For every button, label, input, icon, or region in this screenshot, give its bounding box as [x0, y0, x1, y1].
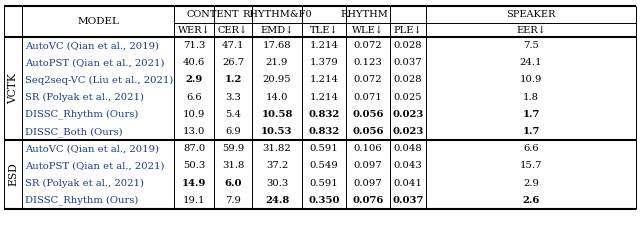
Text: 0.037: 0.037 — [392, 196, 424, 205]
Text: 31.82: 31.82 — [262, 144, 291, 153]
Text: RHYTHM&F0: RHYTHM&F0 — [242, 10, 312, 19]
Text: 0.832: 0.832 — [308, 110, 340, 119]
Text: 6.0: 6.0 — [224, 179, 242, 188]
Text: 0.023: 0.023 — [392, 127, 424, 136]
Text: 0.097: 0.097 — [354, 161, 382, 170]
Text: 3.3: 3.3 — [225, 93, 241, 102]
Text: PLE↓: PLE↓ — [394, 25, 422, 34]
Text: 24.8: 24.8 — [265, 196, 289, 205]
Text: SR (Polyak et al., 2021): SR (Polyak et al., 2021) — [25, 179, 144, 188]
Text: 0.106: 0.106 — [354, 144, 382, 153]
Text: 0.048: 0.048 — [394, 144, 422, 153]
Text: 0.028: 0.028 — [394, 41, 422, 50]
Text: RHYTHM: RHYTHM — [340, 10, 388, 19]
Text: 0.025: 0.025 — [394, 93, 422, 102]
Text: EMD↓: EMD↓ — [260, 25, 294, 34]
Text: WER↓: WER↓ — [178, 25, 211, 34]
Text: 31.8: 31.8 — [222, 161, 244, 170]
Text: 10.9: 10.9 — [183, 110, 205, 119]
Text: 0.076: 0.076 — [352, 196, 384, 205]
Text: 6.9: 6.9 — [225, 127, 241, 136]
Text: 1.8: 1.8 — [523, 93, 539, 102]
Text: 0.549: 0.549 — [310, 161, 339, 170]
Text: 1.2: 1.2 — [224, 76, 242, 85]
Text: DISSC_Both (Ours): DISSC_Both (Ours) — [25, 127, 123, 137]
Text: 7.5: 7.5 — [523, 41, 539, 50]
Text: 10.9: 10.9 — [520, 76, 542, 85]
Text: 0.037: 0.037 — [394, 58, 422, 67]
Text: 0.350: 0.350 — [308, 196, 340, 205]
Text: 0.097: 0.097 — [354, 179, 382, 188]
Text: 1.379: 1.379 — [310, 58, 339, 67]
Text: 2.9: 2.9 — [523, 179, 539, 188]
Text: 19.1: 19.1 — [183, 196, 205, 205]
Text: 0.043: 0.043 — [394, 161, 422, 170]
Text: 0.591: 0.591 — [310, 179, 339, 188]
Text: AutoVC (Qian et al., 2019): AutoVC (Qian et al., 2019) — [25, 144, 159, 153]
Text: 0.056: 0.056 — [352, 110, 384, 119]
Text: 13.0: 13.0 — [183, 127, 205, 136]
Text: 10.53: 10.53 — [261, 127, 292, 136]
Text: WLE↓: WLE↓ — [352, 25, 384, 34]
Text: 0.071: 0.071 — [354, 93, 382, 102]
Text: CER↓: CER↓ — [218, 25, 248, 34]
Text: EER↓: EER↓ — [516, 25, 546, 34]
Text: 14.9: 14.9 — [182, 179, 206, 188]
Text: 87.0: 87.0 — [183, 144, 205, 153]
Text: 0.832: 0.832 — [308, 127, 340, 136]
Text: 0.591: 0.591 — [310, 144, 339, 153]
Text: AutoPST (Qian et al., 2021): AutoPST (Qian et al., 2021) — [25, 58, 164, 67]
Text: 1.214: 1.214 — [310, 93, 339, 102]
Text: SR (Polyak et al., 2021): SR (Polyak et al., 2021) — [25, 93, 144, 102]
Text: 0.041: 0.041 — [394, 179, 422, 188]
Text: DISSC_Rhythm (Ours): DISSC_Rhythm (Ours) — [25, 195, 138, 205]
Text: SPEAKER: SPEAKER — [506, 10, 556, 19]
Text: 40.6: 40.6 — [183, 58, 205, 67]
Text: 30.3: 30.3 — [266, 179, 288, 188]
Text: 1.7: 1.7 — [522, 110, 540, 119]
Text: TLE↓: TLE↓ — [310, 25, 339, 34]
Text: ESD: ESD — [8, 163, 18, 186]
Text: MODEL: MODEL — [77, 17, 119, 26]
Text: 24.1: 24.1 — [520, 58, 542, 67]
Text: 17.68: 17.68 — [262, 41, 291, 50]
Text: 59.9: 59.9 — [222, 144, 244, 153]
Text: Seq2seq-VC (Liu et al., 2021): Seq2seq-VC (Liu et al., 2021) — [25, 76, 173, 85]
Text: 2.6: 2.6 — [522, 196, 540, 205]
Text: AutoVC (Qian et al., 2019): AutoVC (Qian et al., 2019) — [25, 41, 159, 50]
Text: 20.95: 20.95 — [262, 76, 291, 85]
Text: 26.7: 26.7 — [222, 58, 244, 67]
Text: 14.0: 14.0 — [266, 93, 288, 102]
Text: DISSC_Rhythm (Ours): DISSC_Rhythm (Ours) — [25, 109, 138, 119]
Text: 2.9: 2.9 — [186, 76, 203, 85]
Text: 15.7: 15.7 — [520, 161, 542, 170]
Text: 7.9: 7.9 — [225, 196, 241, 205]
Text: 10.58: 10.58 — [261, 110, 292, 119]
Text: 50.3: 50.3 — [183, 161, 205, 170]
Text: 71.3: 71.3 — [183, 41, 205, 50]
Text: 0.123: 0.123 — [354, 58, 382, 67]
Text: 0.028: 0.028 — [394, 76, 422, 85]
Text: 5.4: 5.4 — [225, 110, 241, 119]
Text: 1.214: 1.214 — [310, 41, 339, 50]
Text: 0.072: 0.072 — [354, 41, 382, 50]
Text: 6.6: 6.6 — [186, 93, 202, 102]
Text: 37.2: 37.2 — [266, 161, 288, 170]
Text: 1.214: 1.214 — [310, 76, 339, 85]
Text: 0.023: 0.023 — [392, 110, 424, 119]
Text: 6.6: 6.6 — [523, 144, 539, 153]
Text: AutoPST (Qian et al., 2021): AutoPST (Qian et al., 2021) — [25, 161, 164, 170]
Text: 0.072: 0.072 — [354, 76, 382, 85]
Text: CONTENT: CONTENT — [187, 10, 239, 19]
Text: 21.9: 21.9 — [266, 58, 288, 67]
Text: VCTK: VCTK — [8, 73, 18, 104]
Text: 0.056: 0.056 — [352, 127, 384, 136]
Text: 1.7: 1.7 — [522, 127, 540, 136]
Text: 47.1: 47.1 — [221, 41, 244, 50]
